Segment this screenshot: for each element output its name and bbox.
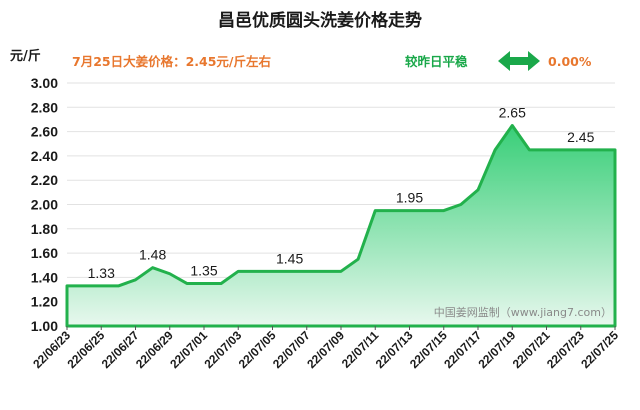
change-label: 较昨日平稳 [405,54,468,69]
y-tick-label: 1.40 [31,269,58,285]
y-tick-label: 1.80 [31,221,58,237]
y-tick-label: 2.40 [31,148,58,164]
y-axis-ticks: 1.00 1.20 1.40 1.60 1.80 2.00 2.20 2.40 2.60 2.80… [31,75,58,334]
y-tick-label: 3.00 [31,75,58,91]
x-tick-label: 22/07/25 [578,328,621,371]
y-tick-label: 2.80 [31,99,58,115]
chart-title: 昌邑优质圆头洗姜价格走势 [218,10,422,31]
y-tick-label: 1.20 [31,294,58,310]
y-tick-label: 2.00 [31,197,58,213]
price-note: 7月25日大姜价格：2.45元/斤左右 [72,54,271,69]
y-tick-label: 1.60 [31,245,58,261]
data-label: 1.33 [88,265,115,281]
watermark: 中国姜网监制（www.jiang7.com） [434,305,612,319]
y-tick-label: 2.60 [31,124,58,140]
change-value: 0.00% [548,54,592,69]
data-label: 1.35 [190,262,217,278]
data-label: 1.45 [276,250,303,266]
y-tick-label: 1.00 [31,318,58,334]
x-tick-label: 22/07/09 [304,328,347,371]
area-fill [67,125,615,327]
plot-area [65,124,617,328]
y-axis-unit: 元/斤 [10,48,41,64]
data-label: 1.48 [139,247,166,263]
y-tick-label: 2.20 [31,172,58,188]
data-labels: 1.33 1.48 1.35 1.45 1.95 2.65 2.45 [88,105,595,281]
data-label: 1.95 [396,190,423,206]
series-line [65,124,617,328]
data-label: 2.65 [499,105,526,121]
double-arrow-icon [498,51,540,71]
data-label: 2.45 [567,129,594,145]
x-axis-ticks: 22/06/2322/06/2522/06/2722/06/2922/07/01… [30,326,621,371]
